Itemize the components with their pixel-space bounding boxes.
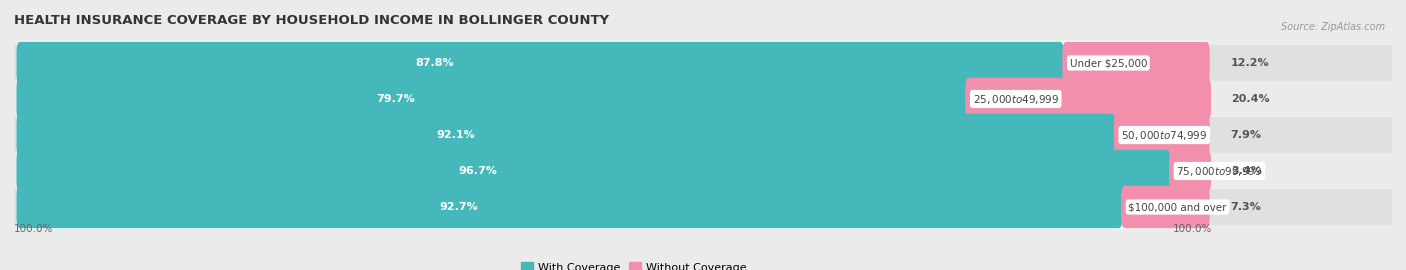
FancyBboxPatch shape — [1063, 42, 1209, 84]
Text: Source: ZipAtlas.com: Source: ZipAtlas.com — [1281, 22, 1385, 32]
Legend: With Coverage, Without Coverage: With Coverage, Without Coverage — [517, 258, 751, 270]
Text: 92.7%: 92.7% — [439, 202, 478, 212]
FancyBboxPatch shape — [14, 45, 1392, 81]
FancyBboxPatch shape — [17, 78, 966, 120]
FancyBboxPatch shape — [14, 189, 1392, 225]
FancyBboxPatch shape — [1121, 186, 1209, 228]
FancyBboxPatch shape — [17, 113, 1209, 157]
FancyBboxPatch shape — [17, 77, 1211, 121]
Text: $75,000 to $99,999: $75,000 to $99,999 — [1177, 164, 1263, 177]
Text: 96.7%: 96.7% — [458, 166, 496, 176]
FancyBboxPatch shape — [17, 150, 1170, 192]
Text: 7.9%: 7.9% — [1230, 130, 1261, 140]
Text: 100.0%: 100.0% — [14, 224, 53, 234]
FancyBboxPatch shape — [14, 81, 1392, 117]
FancyBboxPatch shape — [17, 114, 1115, 156]
FancyBboxPatch shape — [14, 117, 1392, 153]
Text: 20.4%: 20.4% — [1232, 94, 1270, 104]
FancyBboxPatch shape — [17, 149, 1211, 193]
Text: 92.1%: 92.1% — [436, 130, 475, 140]
FancyBboxPatch shape — [1114, 114, 1209, 156]
FancyBboxPatch shape — [17, 185, 1209, 229]
FancyBboxPatch shape — [1168, 150, 1211, 192]
Text: 7.3%: 7.3% — [1230, 202, 1261, 212]
Text: $100,000 and over: $100,000 and over — [1129, 202, 1227, 212]
Text: Under $25,000: Under $25,000 — [1070, 58, 1147, 68]
Text: 87.8%: 87.8% — [416, 58, 454, 68]
FancyBboxPatch shape — [966, 78, 1211, 120]
Text: $50,000 to $74,999: $50,000 to $74,999 — [1121, 129, 1208, 141]
FancyBboxPatch shape — [14, 153, 1392, 189]
Text: 3.4%: 3.4% — [1232, 166, 1263, 176]
FancyBboxPatch shape — [17, 186, 1122, 228]
Text: HEALTH INSURANCE COVERAGE BY HOUSEHOLD INCOME IN BOLLINGER COUNTY: HEALTH INSURANCE COVERAGE BY HOUSEHOLD I… — [14, 14, 609, 27]
Text: 12.2%: 12.2% — [1230, 58, 1268, 68]
FancyBboxPatch shape — [17, 42, 1064, 84]
Text: 100.0%: 100.0% — [1173, 224, 1212, 234]
Text: 79.7%: 79.7% — [377, 94, 415, 104]
FancyBboxPatch shape — [17, 41, 1209, 85]
Text: $25,000 to $49,999: $25,000 to $49,999 — [973, 93, 1059, 106]
